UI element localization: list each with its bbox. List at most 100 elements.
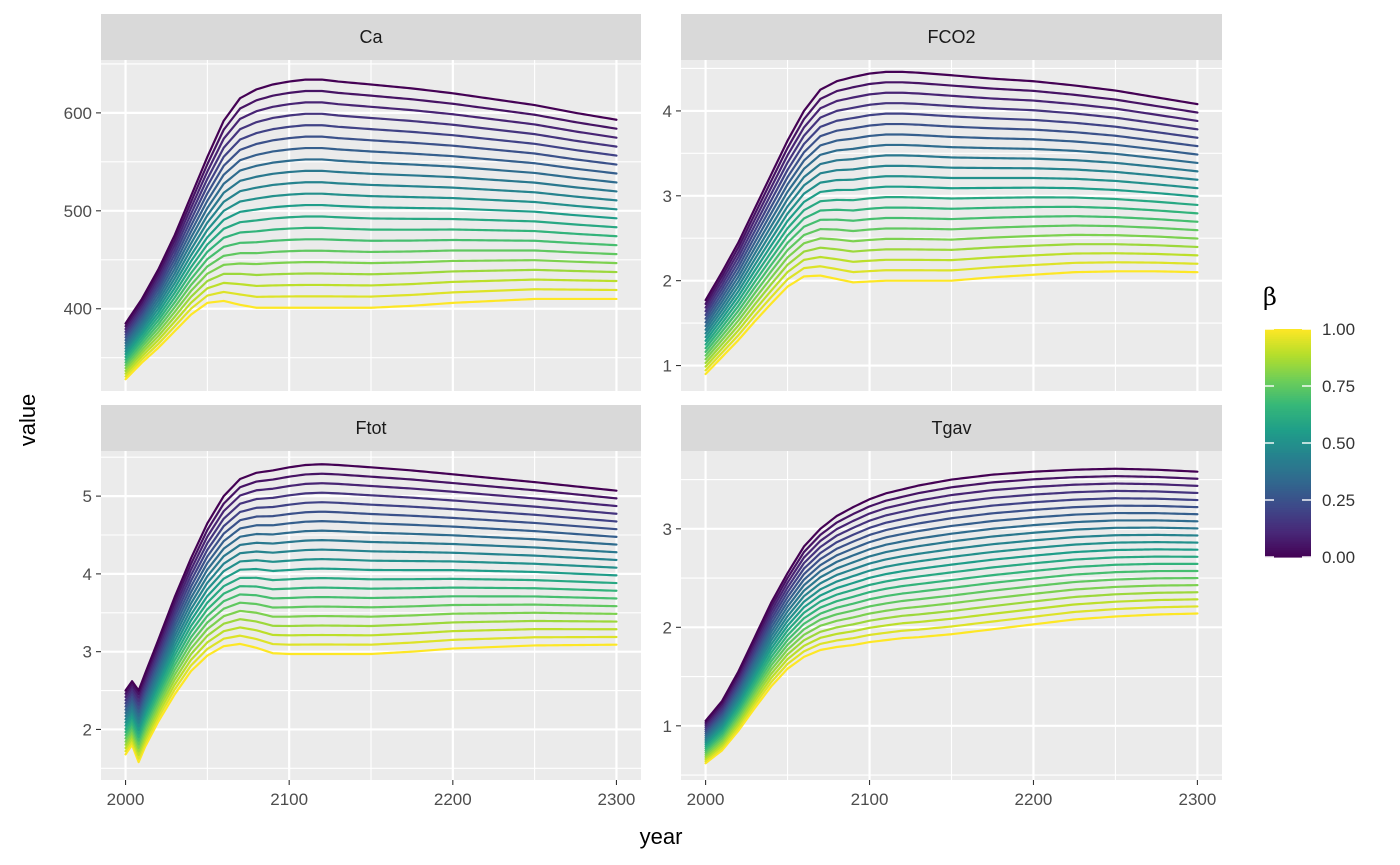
facet-strip: [101, 405, 641, 451]
facet-panels: Ca 400 500 600 FCO2 1 2 3 4 Ftot 2 3 4 5 2000 2100 2200 2…: [64, 14, 1222, 809]
legend-tick-label: 0.25: [1322, 491, 1355, 510]
colorbar-segment: [1265, 346, 1311, 349]
series-line-beta-0.65: [124, 226, 618, 361]
colorbar-segment: [1265, 539, 1311, 543]
colorbar-segment: [1265, 553, 1311, 556]
series-line-beta-0.95: [124, 288, 618, 378]
colorbar-segment: [1265, 403, 1311, 406]
colorbar-segment: [1265, 549, 1311, 552]
colorbar-segment: [1265, 498, 1311, 501]
x-tick-label: 2200: [434, 790, 472, 809]
series-line-beta-0.40: [704, 526, 1199, 739]
series-line-beta-0.90: [704, 252, 1199, 368]
facet-panel-tgav: Tgav 1 2 3 2000 2100 2200 2300: [663, 405, 1222, 809]
colorbar-segment: [1265, 463, 1311, 467]
series-line-beta-1.00: [704, 612, 1199, 765]
colorbar-segment: [1265, 507, 1311, 511]
colorbar-segment: [1265, 332, 1311, 336]
series-line-beta-0.70: [124, 238, 618, 364]
colorbar-segment: [1265, 486, 1311, 490]
colorbar-segment: [1265, 475, 1311, 478]
colorbar-segment: [1265, 422, 1311, 425]
series-line-beta-0.75: [124, 601, 618, 746]
colorbar-segment: [1265, 509, 1311, 512]
y-tick-label: 3: [663, 520, 672, 539]
colorbar-segment: [1265, 524, 1311, 528]
colorbar-segment: [1265, 412, 1311, 416]
series-line-beta-0.30: [704, 133, 1199, 324]
series-group: [124, 463, 618, 764]
x-tick-label: 2100: [851, 790, 889, 809]
colorbar-segment: [1265, 334, 1311, 338]
series-line-beta-0.30: [124, 520, 618, 714]
colorbar-segment: [1265, 393, 1311, 397]
facet-strip-label: Tgav: [931, 418, 971, 438]
colorbar-segment: [1265, 484, 1311, 488]
series-line-beta-0.00: [124, 463, 618, 692]
colorbar-segment: [1265, 551, 1311, 554]
facet-strip: [101, 14, 641, 60]
colorbar-segment: [1265, 439, 1311, 442]
series-line-beta-0.25: [704, 122, 1199, 320]
colorbar-segment: [1265, 410, 1311, 414]
colorbar-segment: [1265, 386, 1311, 389]
colorbar-segment: [1265, 456, 1311, 459]
colorbar-segment: [1265, 431, 1311, 435]
x-tick-label: 2200: [1015, 790, 1053, 809]
colorbar-segment: [1265, 353, 1311, 357]
colorbar-segment: [1265, 443, 1311, 446]
colorbar-segment: [1265, 482, 1311, 486]
x-tick-label: 2300: [598, 790, 636, 809]
series-line-beta-0.25: [704, 504, 1199, 733]
x-tick-label: 2300: [1178, 790, 1216, 809]
series-line-beta-0.35: [704, 519, 1199, 737]
series-line-beta-0.10: [124, 482, 618, 699]
colorbar-segment: [1265, 418, 1311, 421]
series-line-beta-0.10: [704, 482, 1199, 727]
colorbar-segment: [1265, 452, 1311, 455]
colorbar-segment: [1265, 336, 1311, 340]
y-tick-label: 2: [663, 272, 672, 291]
series-line-beta-0.00: [124, 78, 618, 325]
series-line-beta-0.80: [124, 609, 618, 749]
colorbar-segment: [1265, 450, 1311, 454]
colorbar-segment: [1265, 530, 1311, 533]
series-line-beta-0.05: [704, 81, 1199, 305]
colorbar-segment: [1265, 384, 1311, 387]
colorbar-segment: [1265, 460, 1311, 463]
colorbar-segment: [1265, 501, 1311, 505]
colorbar-segment: [1265, 454, 1311, 457]
colorbar-segment: [1265, 435, 1311, 438]
colorbar-segment: [1265, 467, 1311, 471]
series-line-beta-0.85: [704, 243, 1199, 365]
colorbar-segment: [1265, 517, 1311, 520]
colorbar-segment: [1265, 490, 1311, 493]
colorbar-segment: [1265, 349, 1311, 353]
y-tick-label: 2: [663, 618, 672, 637]
series-line-beta-0.10: [704, 91, 1199, 309]
series-line-beta-0.35: [124, 158, 618, 345]
series-line-beta-0.60: [124, 576, 618, 735]
facet-strip-label: Ca: [359, 27, 383, 47]
series-line-beta-0.20: [704, 112, 1199, 317]
series-line-beta-0.50: [704, 175, 1199, 339]
colorbar-segment: [1265, 473, 1311, 476]
facet-panel-ca: Ca 400 500 600: [64, 14, 641, 391]
series-line-beta-0.80: [704, 584, 1199, 756]
series-line-beta-0.25: [124, 135, 618, 339]
legend-title: β: [1263, 283, 1277, 311]
colorbar-segment: [1265, 372, 1311, 376]
series-line-beta-0.35: [124, 529, 618, 717]
series-line-beta-0.95: [124, 634, 618, 760]
colorbar-segment: [1265, 465, 1311, 469]
colorbar-segment: [1265, 519, 1311, 522]
colorbar-segment: [1265, 448, 1311, 452]
series-line-beta-0.80: [704, 233, 1199, 361]
colorbar-segment: [1265, 469, 1311, 473]
y-tick-label: 4: [83, 565, 92, 584]
colorbar-segment: [1265, 547, 1311, 550]
colorbar-segment: [1265, 488, 1311, 492]
colorbar-segment: [1265, 380, 1311, 383]
colorbar-segment: [1265, 405, 1311, 408]
